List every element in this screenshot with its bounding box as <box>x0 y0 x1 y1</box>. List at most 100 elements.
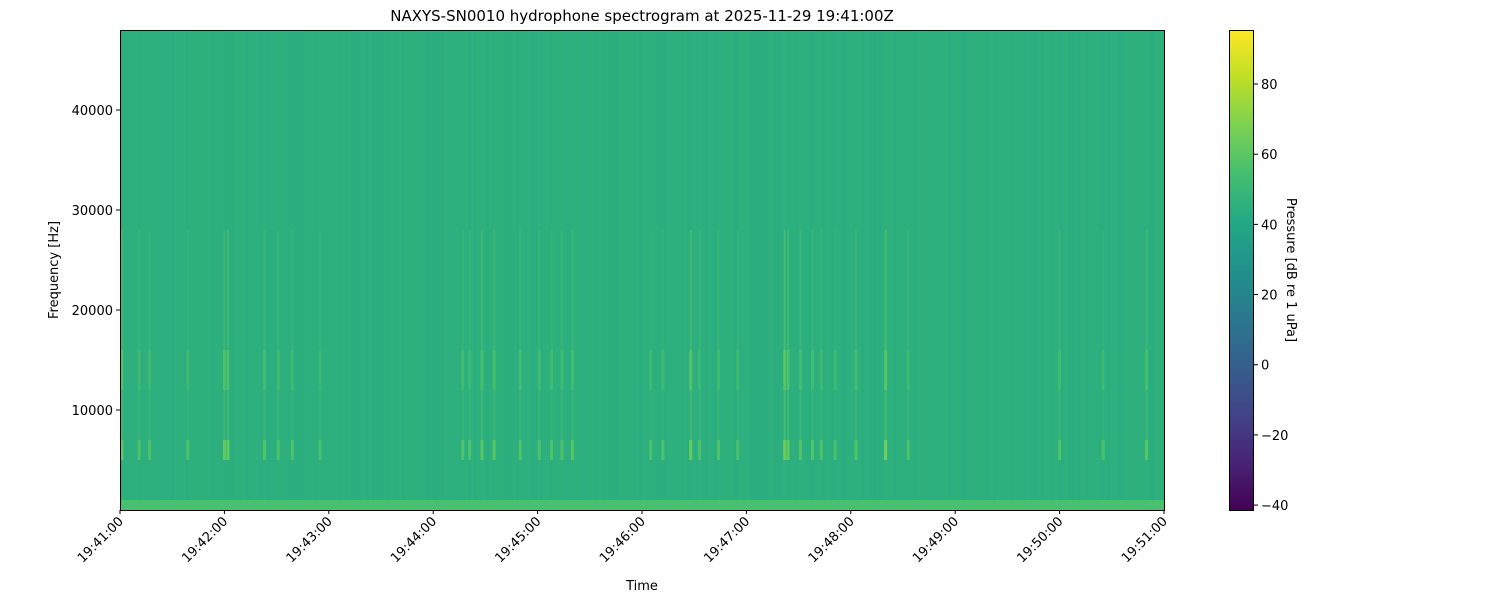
spectrogram-column <box>999 30 1002 510</box>
spectrogram-column <box>144 30 147 510</box>
spectrogram-column <box>141 30 144 510</box>
spectrogram-column <box>696 30 699 510</box>
spectrogram-column <box>441 30 444 510</box>
spectrogram-column <box>633 30 636 510</box>
spectrogram-column <box>678 30 681 510</box>
spectrogram-column <box>618 30 621 510</box>
colorbar-label: Pressure [dB re 1 uPa] <box>1283 198 1298 342</box>
transient-event-band <box>689 440 693 460</box>
transient-event-stripe <box>1101 350 1105 390</box>
transient-event-stripe <box>697 350 701 390</box>
spectrogram-column <box>909 30 912 510</box>
spectrogram-column <box>1119 30 1122 510</box>
spectrogram-column <box>981 30 984 510</box>
transient-event-stripe <box>854 350 858 390</box>
spectrogram-column <box>513 30 516 510</box>
transient-event-stripe <box>717 230 720 440</box>
spectrogram-column <box>402 30 405 510</box>
spectrogram-column <box>993 30 996 510</box>
transient-event-band <box>1101 440 1105 460</box>
spectrogram-column <box>894 30 897 510</box>
spectrogram-column <box>1020 30 1023 510</box>
spectrogram-column <box>174 30 177 510</box>
spectrogram-column <box>852 30 855 510</box>
spectrogram-column <box>1056 30 1059 510</box>
spectrogram-column <box>1089 30 1092 510</box>
transient-event-stripe <box>1058 230 1061 440</box>
spectrogram-column <box>1032 30 1035 510</box>
spectrogram-column <box>159 30 162 510</box>
spectrogram-column <box>150 30 153 510</box>
transient-event-stripe <box>833 350 837 390</box>
spectrogram-column <box>576 30 579 510</box>
spectrogram-column <box>1035 30 1038 510</box>
colorbar <box>1229 30 1254 511</box>
transient-event-band <box>290 440 294 460</box>
spectrogram-column <box>1017 30 1020 510</box>
spectrogram-column <box>312 30 315 510</box>
spectrogram-column <box>354 30 357 510</box>
spectrogram-column <box>753 30 756 510</box>
spectrogram-column <box>459 30 462 510</box>
spectrogram-column <box>1065 30 1068 510</box>
transient-event-stripe <box>319 230 322 440</box>
spectrogram-column <box>153 30 156 510</box>
transient-event-stripe <box>226 230 229 440</box>
spectrogram-column <box>648 30 651 510</box>
spectrogram-column <box>558 30 561 510</box>
spectrogram-column <box>1005 30 1008 510</box>
spectrogram-column <box>294 30 297 510</box>
spectrogram-column <box>747 30 750 510</box>
spectrogram-column <box>876 30 879 510</box>
y-axis: 10000 20000 30000 40000 <box>72 104 120 419</box>
spectrogram-column <box>900 30 903 510</box>
spectrogram-column <box>879 30 882 510</box>
spectrogram-column <box>942 30 945 510</box>
spectrogram-column <box>600 30 603 510</box>
spectrogram-column <box>612 30 615 510</box>
spectrogram-column <box>162 30 165 510</box>
transient-event-stripe <box>560 350 564 390</box>
spectrogram-column <box>372 30 375 510</box>
spectrogram-column <box>267 30 270 510</box>
spectrogram-column <box>996 30 999 510</box>
transient-event-stripe <box>906 350 910 390</box>
spectrogram-column <box>741 30 744 510</box>
spectrogram-column <box>903 30 906 510</box>
spectrogram-column <box>231 30 234 510</box>
spectrogram-column <box>1029 30 1032 510</box>
spectrogram-column <box>750 30 753 510</box>
transient-event-stripe <box>736 230 739 440</box>
transient-event-stripe <box>855 230 858 440</box>
spectrogram-column <box>579 30 582 510</box>
spectrogram-column <box>189 30 192 510</box>
spectrogram-column <box>1149 30 1152 510</box>
spectrogram-column <box>483 30 486 510</box>
spectrogram-column <box>501 30 504 510</box>
spectrogram-column <box>315 30 318 510</box>
spectrogram-column <box>1062 30 1065 510</box>
spectrogram-column <box>285 30 288 510</box>
spectrogram-column <box>822 30 825 510</box>
spectrogram-column <box>1110 30 1113 510</box>
transient-event-stripe <box>290 350 294 390</box>
spectrogram-column <box>420 30 423 510</box>
spectrogram-column <box>651 30 654 510</box>
spectrogram-column <box>219 30 222 510</box>
x-tick-label: 19:41:00 <box>75 514 127 566</box>
spectrogram-column <box>657 30 660 510</box>
y-tick-label: 40000 <box>72 104 113 119</box>
spectrogram-column <box>525 30 528 510</box>
spectrogram-column <box>939 30 942 510</box>
spectrogram-column <box>1080 30 1083 510</box>
transient-event-stripe <box>461 350 465 390</box>
spectrogram-column <box>339 30 342 510</box>
transient-event-band <box>537 440 541 460</box>
spectrogram-column <box>759 30 762 510</box>
transient-event-band <box>811 440 815 460</box>
transient-event-band <box>854 440 858 460</box>
spectrogram-column <box>198 30 201 510</box>
transient-event-stripe <box>226 350 230 390</box>
spectrogram-column <box>642 30 645 510</box>
transient-event-stripe <box>492 350 496 390</box>
